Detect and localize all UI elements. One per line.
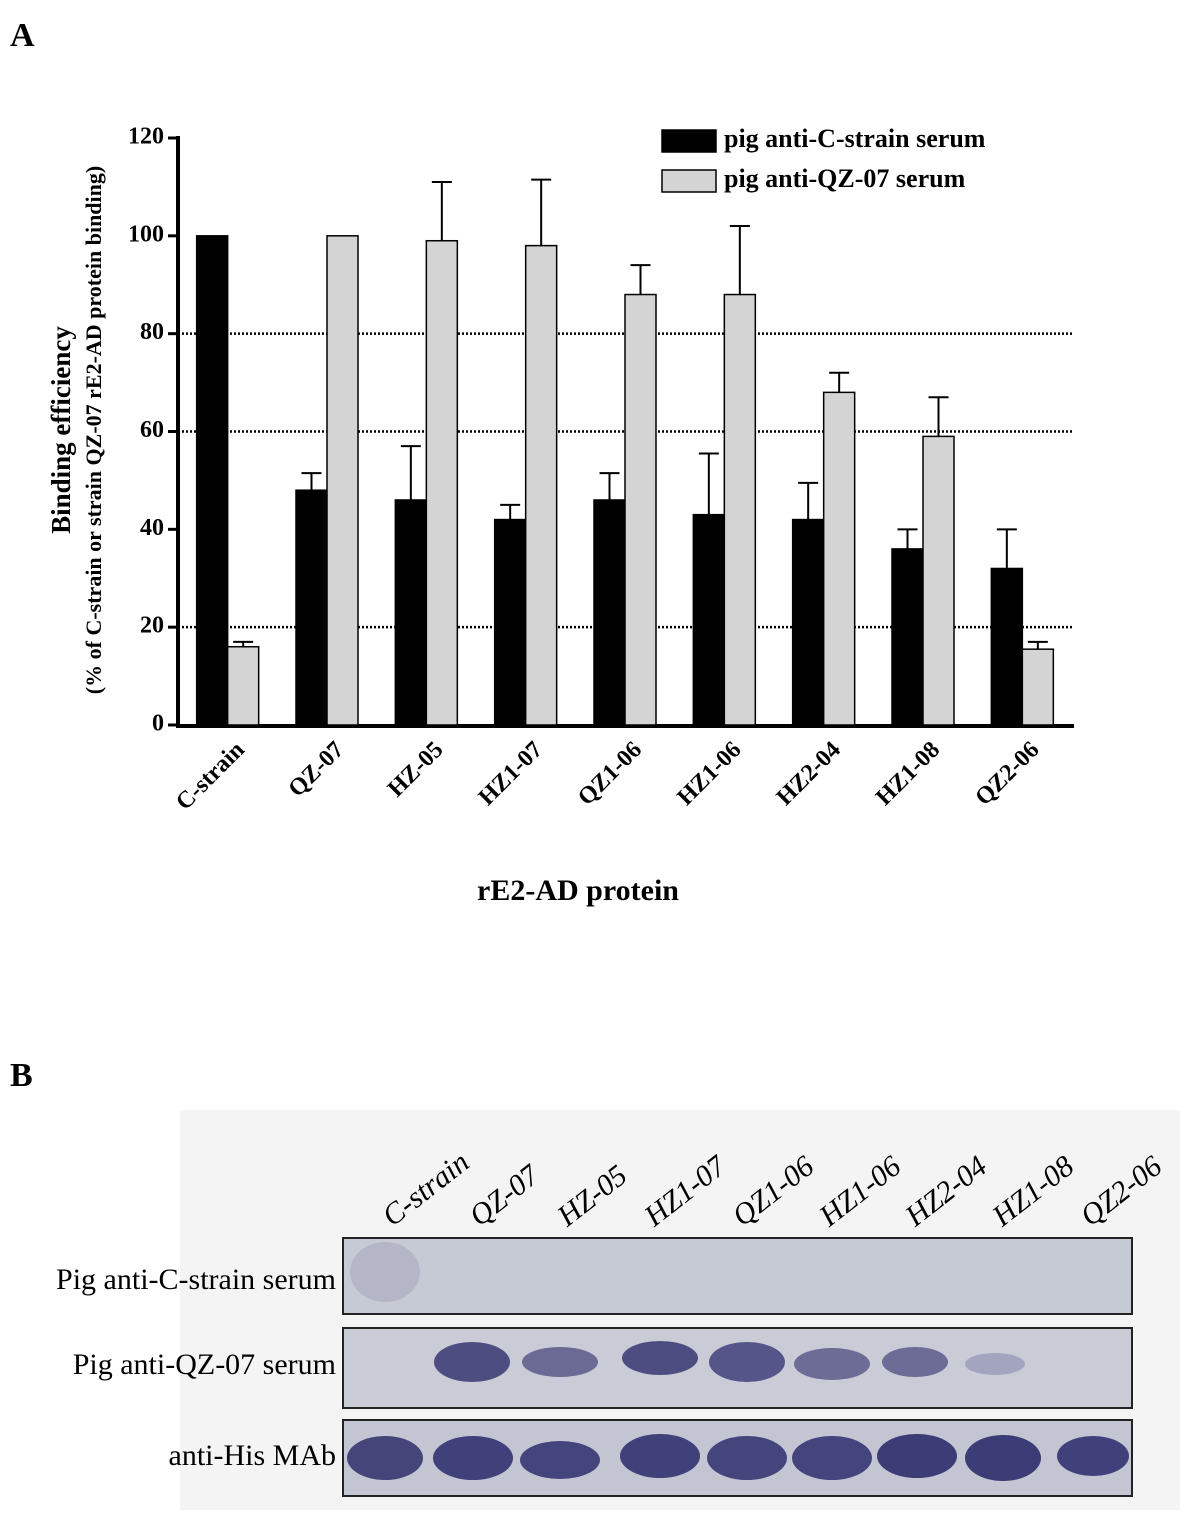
bar <box>822 391 856 726</box>
blot-band <box>877 1434 957 1478</box>
panel-label: A <box>10 17 35 54</box>
blot-band <box>965 1435 1041 1481</box>
blot-band <box>1057 1436 1129 1476</box>
y-tick-label: 80 <box>140 319 164 345</box>
bar <box>394 499 428 726</box>
x-tick-label: QZ1-06 <box>573 737 647 811</box>
y-tick-label: 60 <box>140 417 164 443</box>
legend-swatch <box>661 129 717 153</box>
x-tick-label: QZ2-06 <box>970 737 1044 811</box>
blot-band <box>707 1436 787 1480</box>
blot-band <box>622 1341 698 1375</box>
blot-strips <box>342 1237 1133 1497</box>
y-axis-label: Binding efficiency <box>46 326 76 534</box>
x-tick-label: C-strain <box>171 737 250 816</box>
blot-strip <box>342 1237 1133 1315</box>
x-tick-label: HZ-05 <box>383 737 449 803</box>
blot-band <box>792 1436 872 1480</box>
y-tick-label: 0 <box>152 711 164 737</box>
blot-band <box>433 1436 513 1480</box>
x-tick-label: HZ1-08 <box>871 737 945 811</box>
x-tick-label: HZ2-04 <box>772 737 846 811</box>
bar <box>195 235 229 726</box>
blot-band <box>965 1353 1025 1375</box>
row-label: Pig anti-C-strain serum <box>56 1263 336 1296</box>
y-tick-label: 20 <box>140 613 164 639</box>
bar <box>891 548 924 726</box>
bar <box>326 235 359 726</box>
blot-band <box>794 1348 870 1380</box>
legend-label: pig anti-C-strain serum <box>724 124 986 153</box>
x-tick-label: QZ-07 <box>284 737 350 803</box>
blot-band <box>620 1434 700 1478</box>
legend-label: pig anti-QZ-07 serum <box>724 164 966 193</box>
bar <box>990 567 1024 726</box>
y-tick-label: 100 <box>128 221 164 247</box>
blot-band <box>709 1342 785 1382</box>
blot-band <box>520 1441 600 1479</box>
bar <box>624 293 657 726</box>
blot-band <box>882 1347 948 1377</box>
blot-band <box>522 1347 598 1377</box>
bar <box>593 499 626 726</box>
bar <box>692 513 726 726</box>
bar <box>524 244 558 726</box>
row-label: Pig anti-QZ-07 serum <box>73 1348 336 1381</box>
y-axis-label: (% of C-strain or strain QZ-07 rE2-AD pr… <box>81 166 106 694</box>
blot-band <box>347 1436 423 1480</box>
bar <box>723 293 757 726</box>
blot-band <box>434 1342 510 1382</box>
blot-band <box>350 1242 420 1302</box>
bar <box>226 645 260 726</box>
bar <box>922 435 955 726</box>
bar <box>791 518 825 726</box>
panel-label: B <box>10 1057 33 1094</box>
bar <box>295 489 328 726</box>
y-tick-label: 40 <box>140 515 164 541</box>
bar <box>425 239 459 726</box>
bar <box>493 518 527 726</box>
legend-swatch <box>661 169 717 193</box>
x-tick-label: HZ1-06 <box>672 737 746 811</box>
bar <box>1021 648 1055 726</box>
x-axis-label: rE2-AD protein <box>477 874 679 907</box>
x-tick-label: HZ1-07 <box>474 737 548 811</box>
y-tick-label: 120 <box>128 124 164 150</box>
row-label: anti-His MAb <box>169 1439 337 1472</box>
